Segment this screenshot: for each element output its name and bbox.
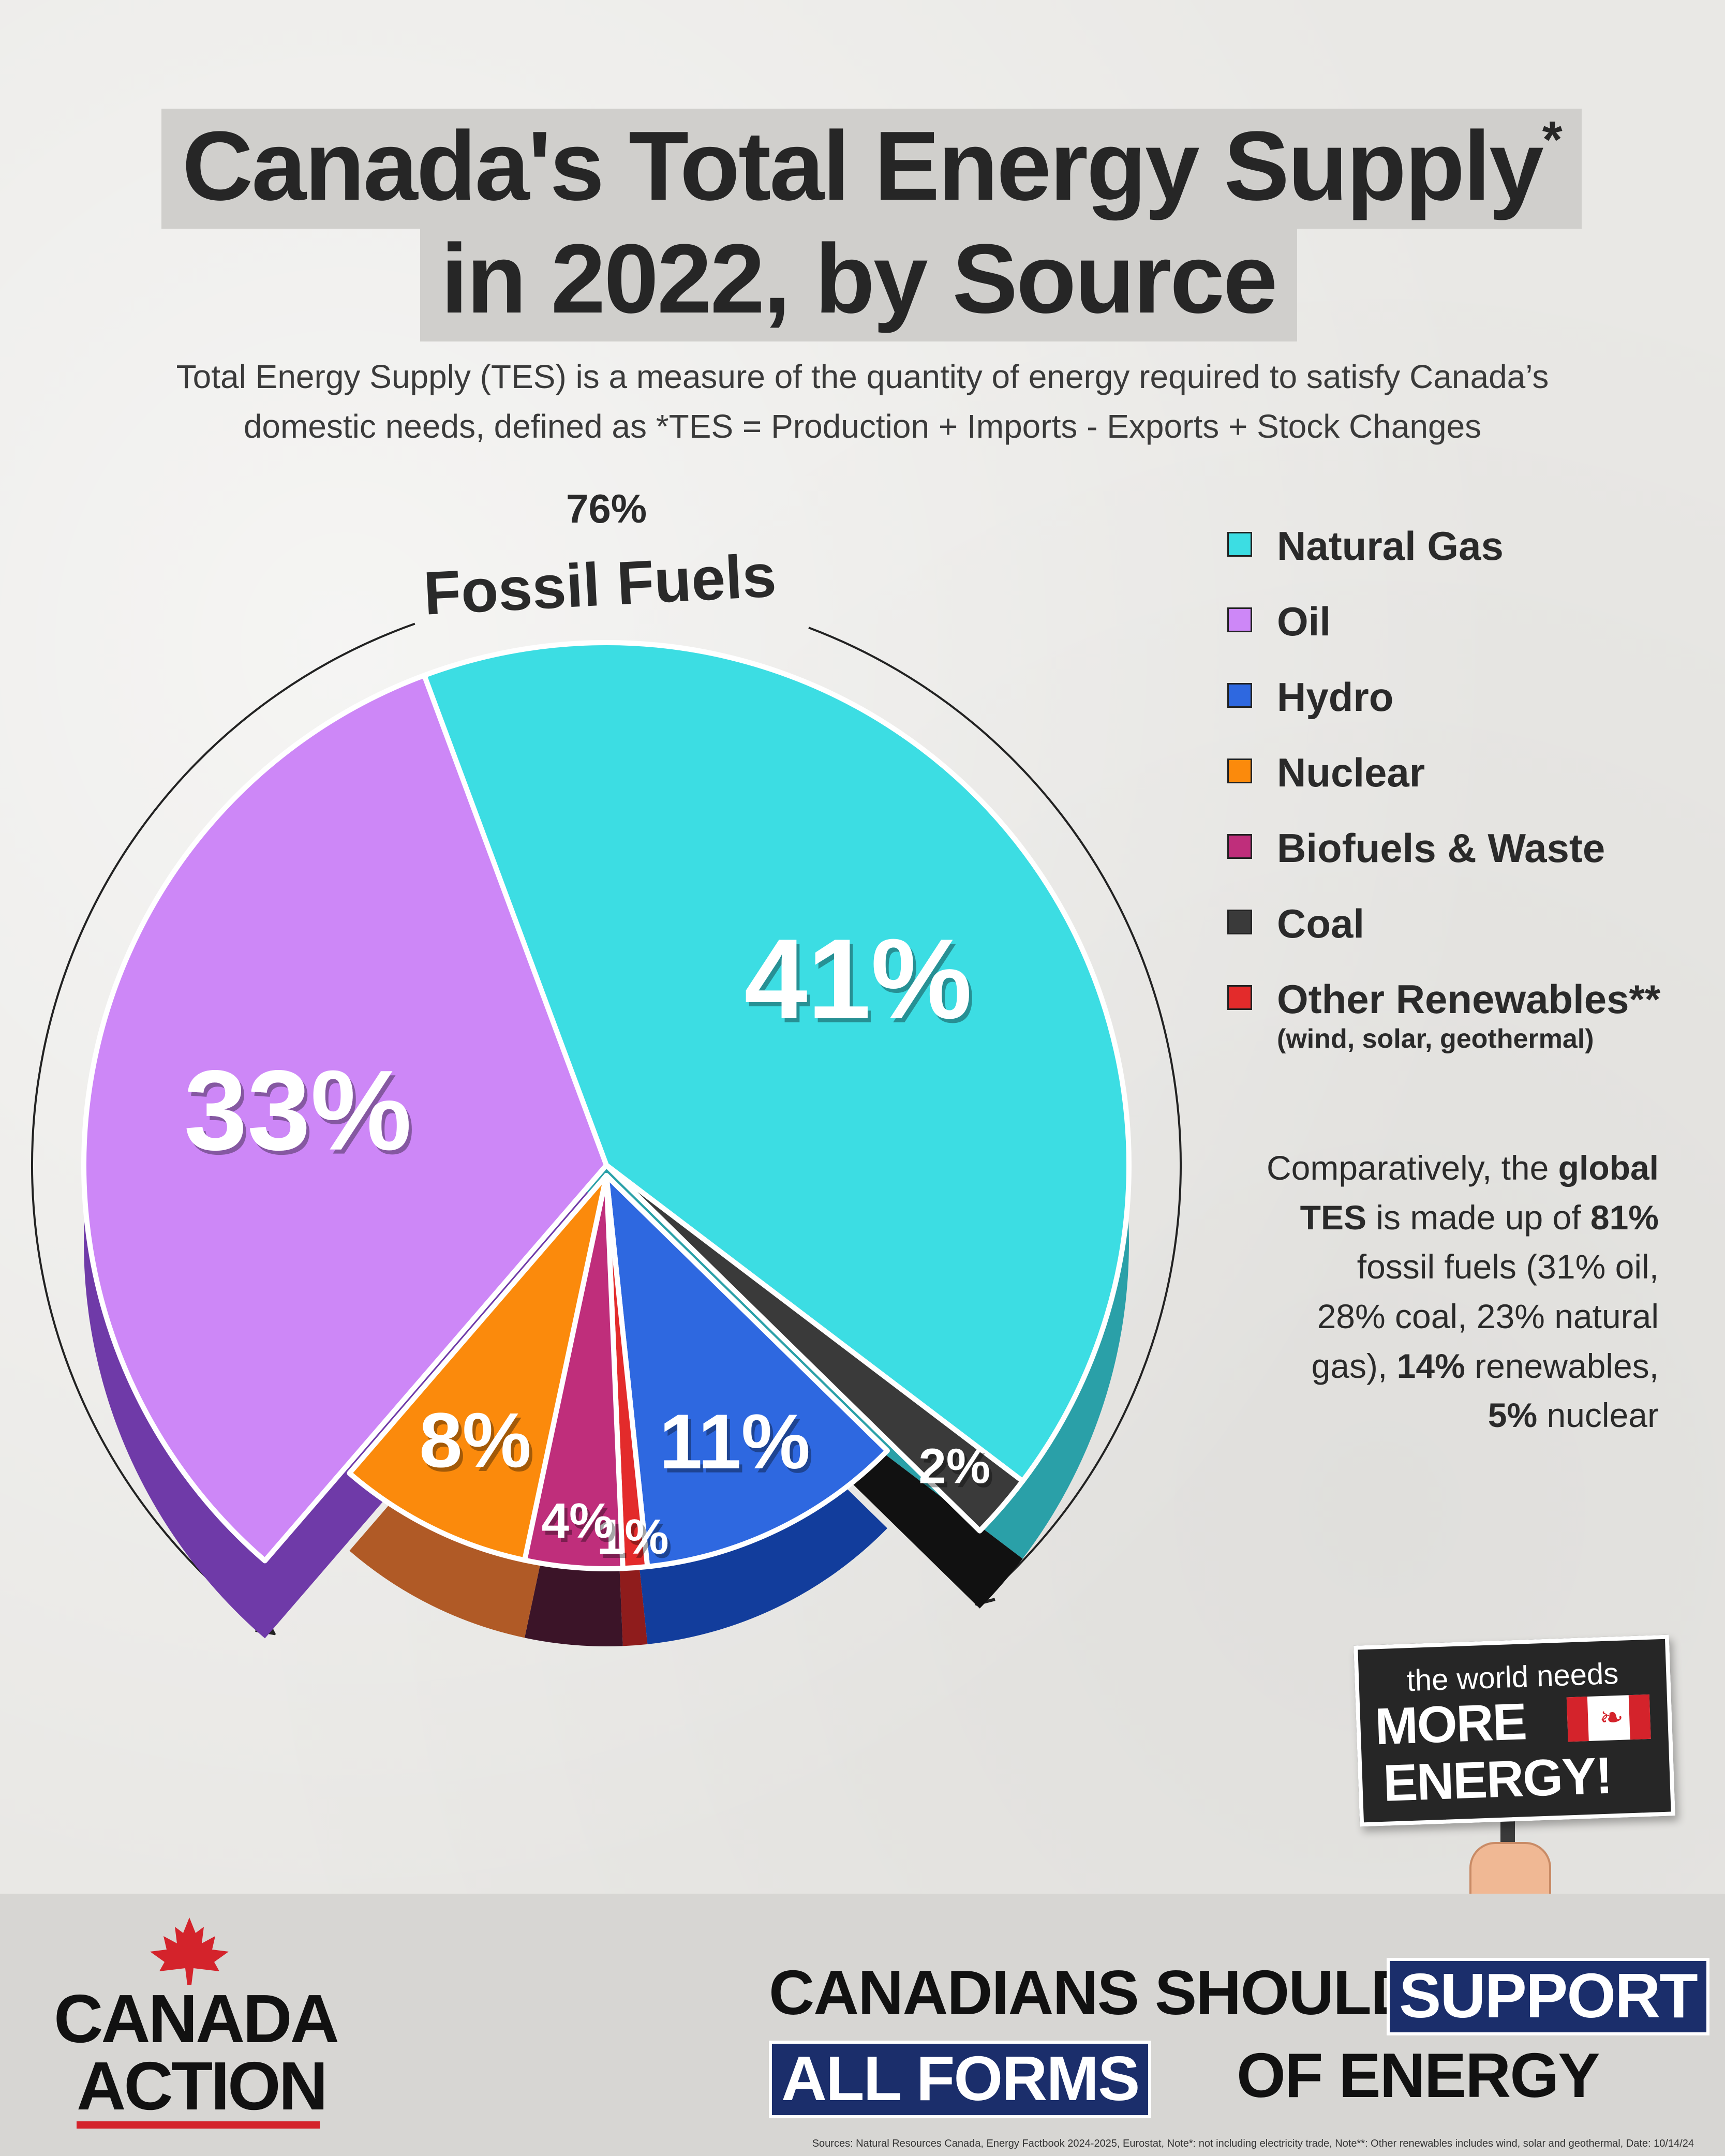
legend-swatch [1227, 532, 1252, 557]
pie-slice-hydro [604, 1173, 890, 1569]
pie-slice-label: 4% [542, 1493, 614, 1549]
pie-slice-label: 11% [659, 1398, 810, 1485]
legend-item: Coal [1227, 900, 1693, 976]
bracket-arc-right [808, 627, 1182, 1598]
legend-item: Hydro [1227, 674, 1693, 749]
logo-text-canada: CANADA [54, 1981, 339, 2057]
subtitle: Total Energy Supply (TES) is a measure o… [103, 352, 1622, 451]
legend-swatch [1227, 759, 1252, 783]
tagline-part-2: SUPPORT [1387, 1958, 1709, 2035]
pie-slices [81, 640, 1132, 1571]
maple-leaf-icon [150, 1917, 229, 1985]
subtitle-line-1: Total Energy Supply (TES) is a measure o… [176, 358, 1549, 395]
legend-item: Oil [1227, 598, 1693, 674]
legend-label: Oil [1277, 599, 1331, 644]
legend: Natural Gas Oil Hydro Nuclear Biofuels & Was… [1227, 523, 1693, 1054]
legend-label: Natural Gas [1277, 523, 1504, 569]
legend-sublabel: (wind, solar, geothermal) [1277, 1024, 1594, 1054]
legend-label: Other Renewables** [1277, 976, 1661, 1022]
pie-slice-label: 8% [419, 1396, 531, 1483]
fossil-fuels-label: Fossil Fuels [422, 541, 778, 628]
global-comparison-note: Comparatively, the global TES is made up… [1266, 1149, 1659, 1435]
legend-swatch [1227, 985, 1252, 1010]
pie-slice-label: 1% [597, 1509, 669, 1565]
legend-item: Biofuels & Waste [1227, 825, 1693, 900]
legend-swatch [1227, 683, 1252, 708]
legend-label: Coal [1277, 901, 1365, 946]
bracket-arc-left [31, 622, 415, 1629]
logo-text-action: ACTION [77, 2048, 328, 2124]
legend-label: Nuclear [1277, 750, 1425, 795]
sign-more-text: MORE [1374, 1692, 1527, 1756]
protest-sign: the world needs MORE ❧ ENERGY! [1354, 1634, 1675, 1827]
pie-slice-coal [604, 1163, 1025, 1534]
legend-label: Biofuels & Waste [1277, 825, 1605, 871]
pie-slice-nuclear [347, 1173, 609, 1563]
sources-note: Sources: Natural Resources Canada, Energ… [812, 2138, 1694, 2149]
page-title-line-2: in 2022, by Source [420, 221, 1297, 341]
logo-underline [77, 2121, 320, 2129]
legend-item: Other Renewables** (wind, solar, geotherm… [1227, 976, 1693, 1054]
tagline-part-4: OF ENERGY [1237, 2040, 1600, 2110]
tagline-part-3: ALL FORMS [769, 2041, 1152, 2118]
subtitle-line-2: domestic needs, defined as *TES = Produc… [243, 408, 1482, 445]
canada-flag-icon: ❧ [1566, 1694, 1651, 1742]
pie-slice-label: 41% [744, 915, 972, 1043]
page-title-line-1: Canada's Total Energy Supply* [161, 109, 1582, 229]
tagline-part-1: CANADIANS SHOULD [769, 1957, 1416, 2028]
legend-swatch [1227, 910, 1252, 934]
pie-slice-oil [81, 673, 609, 1564]
legend-swatch [1227, 607, 1252, 632]
fossil-fuels-bracket [31, 622, 1182, 1629]
legend-item: Nuclear [1227, 749, 1693, 825]
legend-label: Hydro [1277, 674, 1394, 720]
legend-item: Natural Gas [1227, 523, 1693, 598]
pie-labels: 41% 2% 11% 1%4%8% 33% [184, 915, 990, 1565]
legend-swatch [1227, 834, 1252, 859]
sign-energy-text: ENERGY! [1382, 1746, 1613, 1812]
pie-slice-label: 33% [184, 1047, 411, 1174]
pie-slice-natural-gas [421, 640, 1132, 1484]
pie-chart: 41% 2% 11% 1%4%8% 33% 76% Fossil Fuels [31, 486, 1182, 1646]
fossil-fuels-percent: 76% [566, 486, 647, 531]
pie-slice-label: 2% [918, 1438, 990, 1494]
